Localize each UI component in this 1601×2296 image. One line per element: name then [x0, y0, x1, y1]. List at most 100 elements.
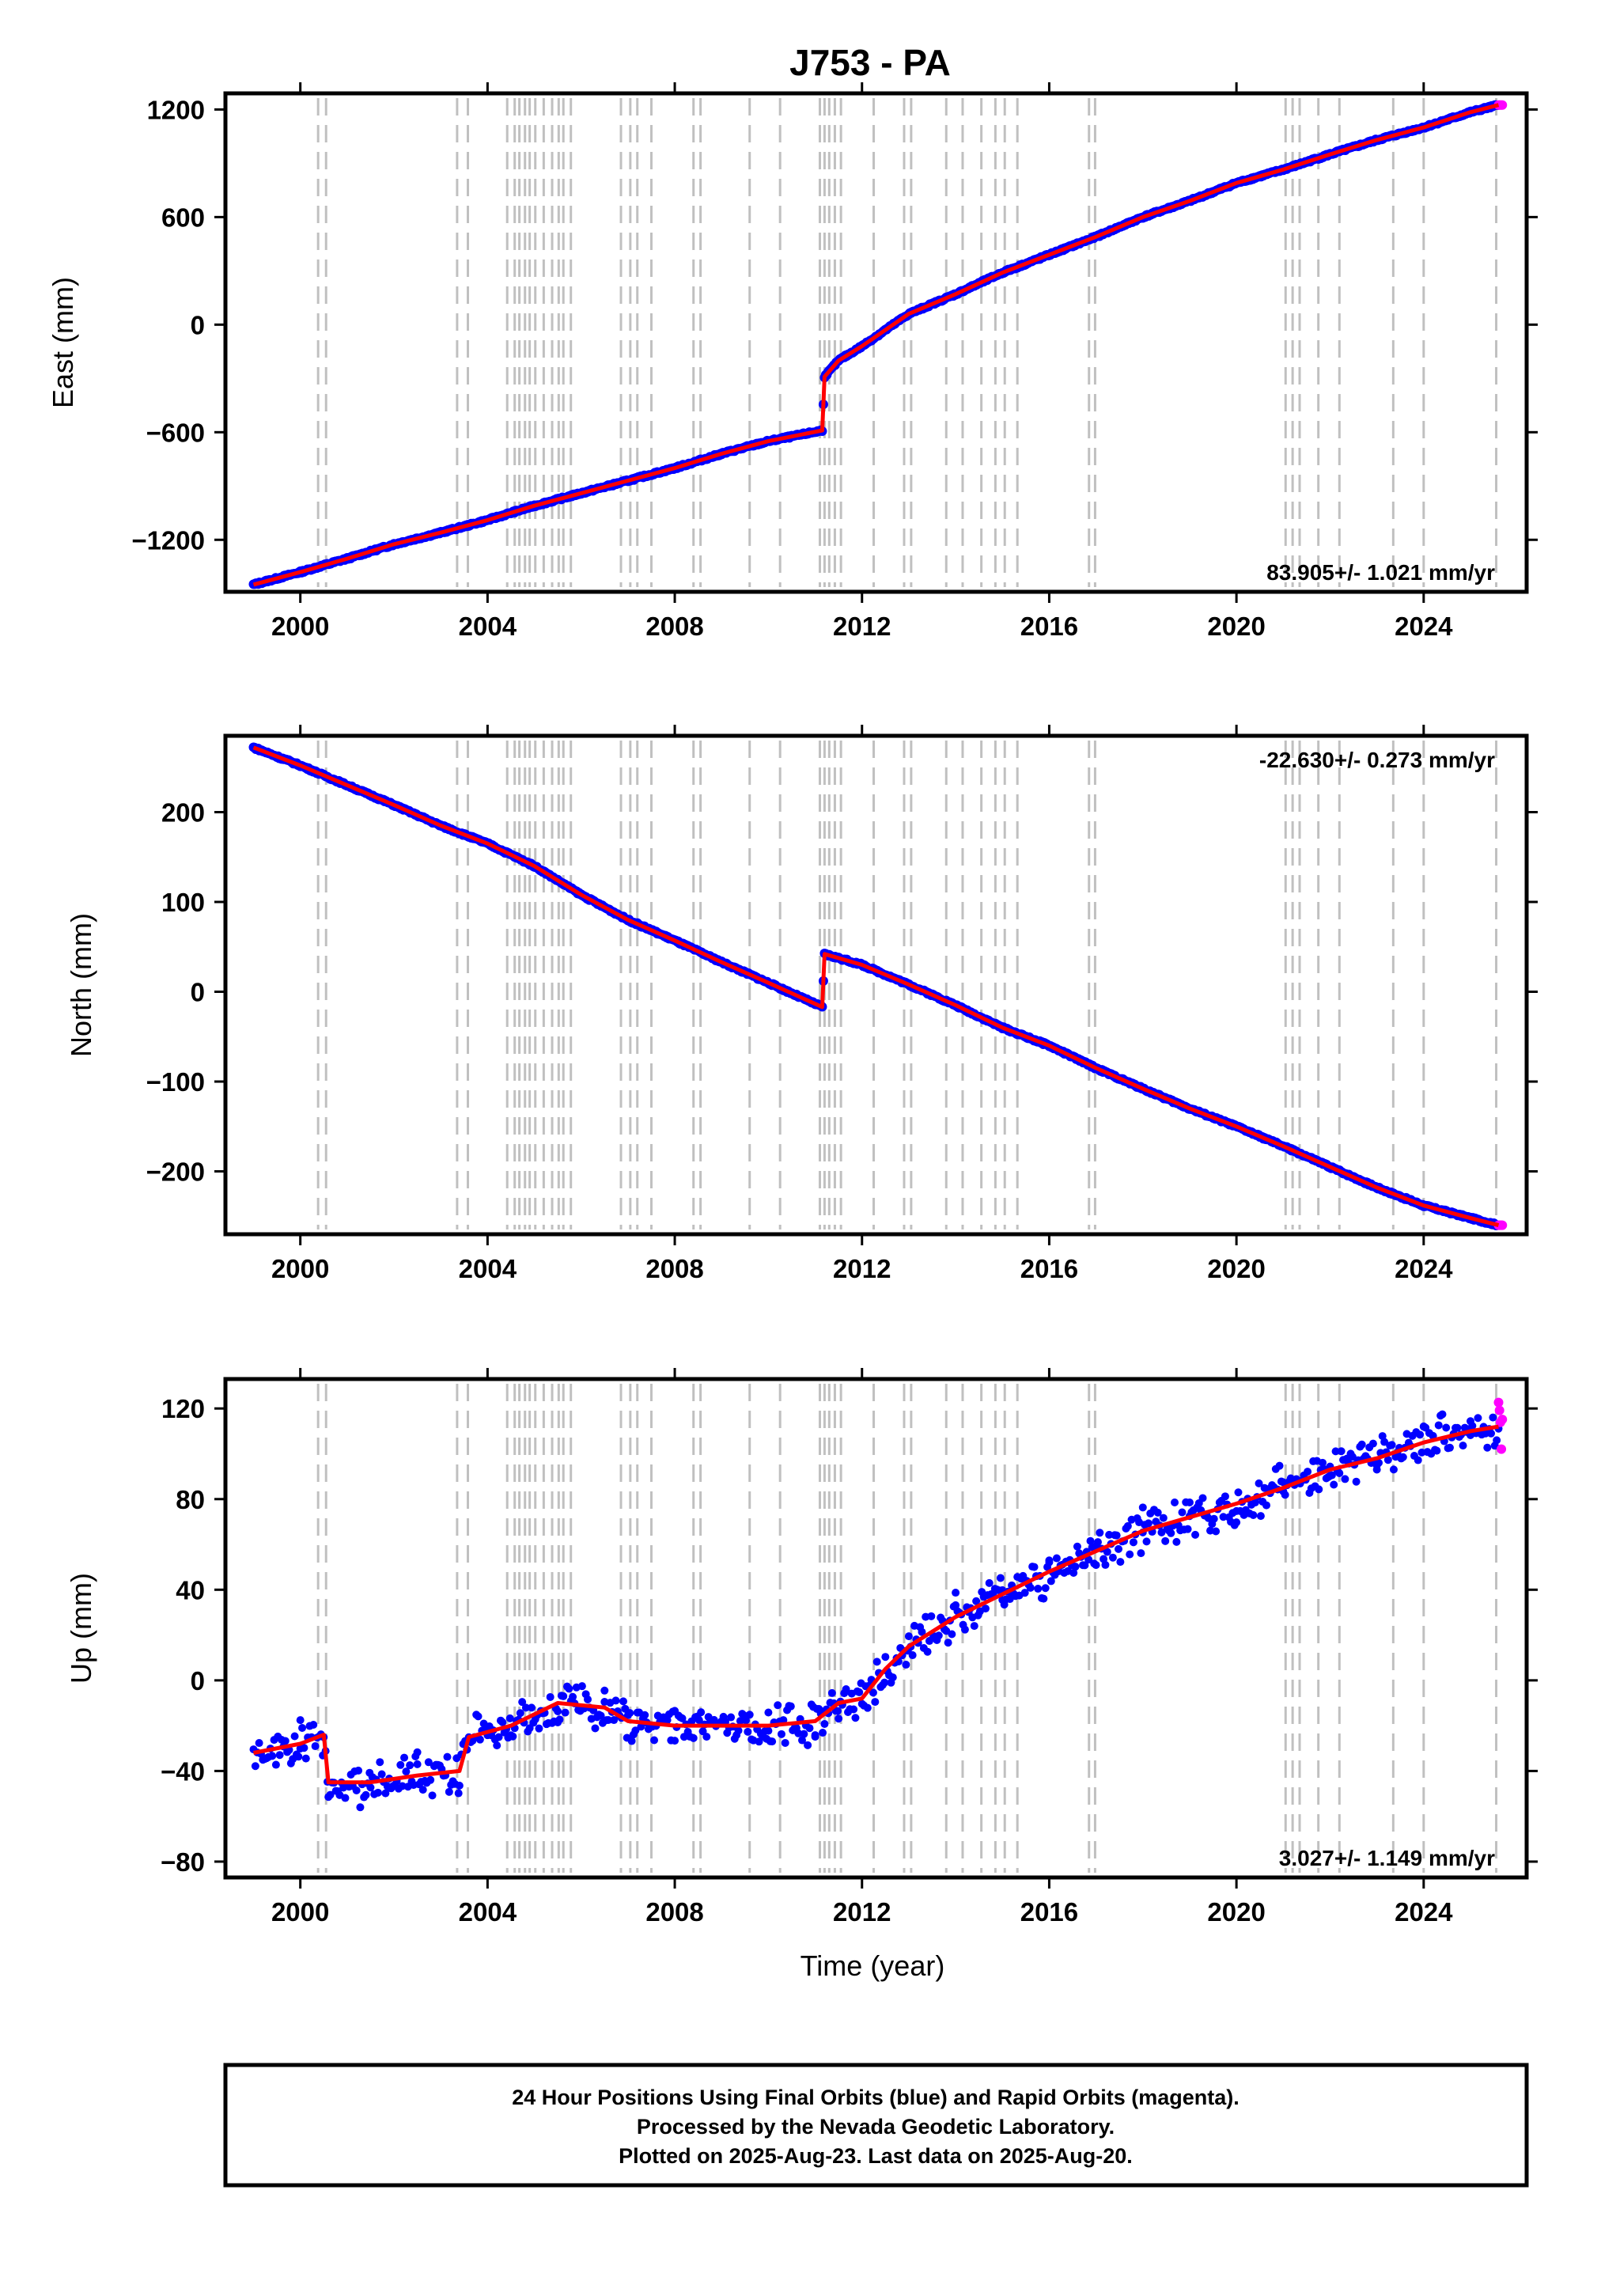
up-y-axis-label: Up (mm) — [65, 1573, 97, 1684]
up-point — [1045, 1558, 1054, 1567]
up-final-points — [249, 1410, 1503, 1812]
up-point — [596, 1711, 605, 1720]
up-point — [474, 1712, 483, 1721]
up-point — [591, 1724, 600, 1733]
up-point — [1255, 1479, 1263, 1487]
up-point — [805, 1724, 814, 1733]
up-point — [275, 1751, 284, 1760]
up-point — [1185, 1498, 1194, 1507]
up-point — [381, 1789, 390, 1798]
north-x-tick-label-6: 2024 — [1395, 1254, 1453, 1283]
up-point — [1161, 1536, 1170, 1545]
east-frame — [223, 91, 1529, 594]
north-y-axis-label: North (mm) — [65, 913, 97, 1057]
up-point — [1281, 1491, 1289, 1499]
up-point — [872, 1658, 881, 1666]
up-point — [833, 1707, 842, 1715]
up-x-tick-label-1: 2004 — [459, 1897, 517, 1927]
up-point — [1474, 1414, 1482, 1423]
up-point — [296, 1716, 305, 1725]
up-point — [521, 1703, 530, 1712]
east-x-tick-label-6: 2024 — [1395, 612, 1453, 641]
up-point — [1434, 1421, 1443, 1430]
east-x-tick-label-3: 2012 — [833, 612, 891, 641]
up-point — [678, 1714, 687, 1722]
up-point — [1093, 1538, 1102, 1547]
up-y-tick-label-5: 120 — [161, 1394, 205, 1423]
up-point — [1262, 1501, 1270, 1510]
up-point — [475, 1735, 484, 1744]
up-point — [1026, 1583, 1035, 1592]
up-point — [1178, 1508, 1187, 1517]
up-point — [842, 1685, 850, 1694]
up-point — [970, 1622, 978, 1631]
east-x-tick-label-1: 2004 — [459, 612, 517, 641]
up-point — [554, 1707, 562, 1715]
north-frame — [223, 733, 1529, 1237]
north-x-tick-label-1: 2004 — [459, 1254, 517, 1283]
east-y-tick-label-3: 600 — [161, 203, 205, 232]
up-point — [1112, 1531, 1121, 1540]
up-point — [1167, 1529, 1175, 1537]
up-point — [1073, 1542, 1081, 1551]
up-point — [904, 1632, 913, 1641]
up-point — [880, 1678, 889, 1687]
up-frame — [223, 1377, 1529, 1880]
up-point — [1157, 1528, 1166, 1536]
up-point — [1433, 1446, 1441, 1455]
up-point — [1020, 1589, 1029, 1597]
up-point — [800, 1730, 808, 1738]
east-x-tick-label-4: 2016 — [1020, 612, 1078, 641]
up-point — [1387, 1441, 1396, 1449]
up-y-tick-label-1: −40 — [161, 1756, 205, 1786]
up-x-tick-label-5: 2020 — [1207, 1897, 1265, 1927]
up-point — [835, 1714, 843, 1723]
up-point — [881, 1653, 890, 1661]
up-point — [1171, 1498, 1179, 1507]
up-point — [1153, 1508, 1162, 1517]
up-point — [744, 1727, 752, 1736]
up-point — [695, 1716, 703, 1725]
up-point — [952, 1589, 960, 1597]
up-point — [298, 1724, 307, 1733]
up-point — [855, 1688, 864, 1696]
up-point — [1368, 1439, 1377, 1448]
up-x-tick-label-2: 2008 — [645, 1897, 703, 1927]
up-point — [1084, 1555, 1093, 1564]
up-point — [281, 1737, 290, 1745]
up-point — [376, 1758, 384, 1767]
up-point — [509, 1732, 517, 1741]
up-point — [406, 1761, 414, 1770]
up-point — [454, 1789, 463, 1798]
up-point — [373, 1788, 382, 1797]
up-model-line — [253, 1424, 1499, 1785]
up-point — [1052, 1554, 1061, 1563]
north-x-tick-label-3: 2012 — [833, 1254, 891, 1283]
up-point — [1487, 1429, 1496, 1438]
up-point — [811, 1731, 819, 1740]
east-y-axis-label: East (mm) — [47, 277, 79, 408]
up-y-tick-label-2: 0 — [191, 1666, 205, 1695]
up-point — [1103, 1548, 1111, 1556]
up-point — [626, 1709, 634, 1718]
north-y-tick-label-4: 200 — [161, 798, 205, 827]
up-point — [611, 1696, 620, 1705]
up-rate-label: 3.027+/- 1.149 mm/yr — [1279, 1846, 1495, 1870]
up-point — [1445, 1443, 1454, 1452]
up-point — [627, 1737, 636, 1745]
up-point — [413, 1760, 422, 1768]
up-point — [1071, 1563, 1080, 1571]
up-point — [777, 1730, 785, 1738]
up-point — [972, 1597, 981, 1605]
up-point — [1219, 1513, 1228, 1521]
footer-line-1: 24 Hour Positions Using Final Orbits (bl… — [512, 2086, 1240, 2109]
north-panel: 2000 2004 2008 2012 2016 2020 2024 −200 −100 0 100… — [65, 725, 1538, 1283]
north-x-tick-label-2: 2008 — [645, 1254, 703, 1283]
up-point — [1105, 1530, 1114, 1539]
east-x-tick-label-5: 2020 — [1207, 612, 1265, 641]
up-point — [377, 1770, 386, 1779]
up-point — [650, 1736, 659, 1745]
up-point — [1123, 1521, 1132, 1530]
up-y-tick-label-0: −80 — [161, 1847, 205, 1877]
